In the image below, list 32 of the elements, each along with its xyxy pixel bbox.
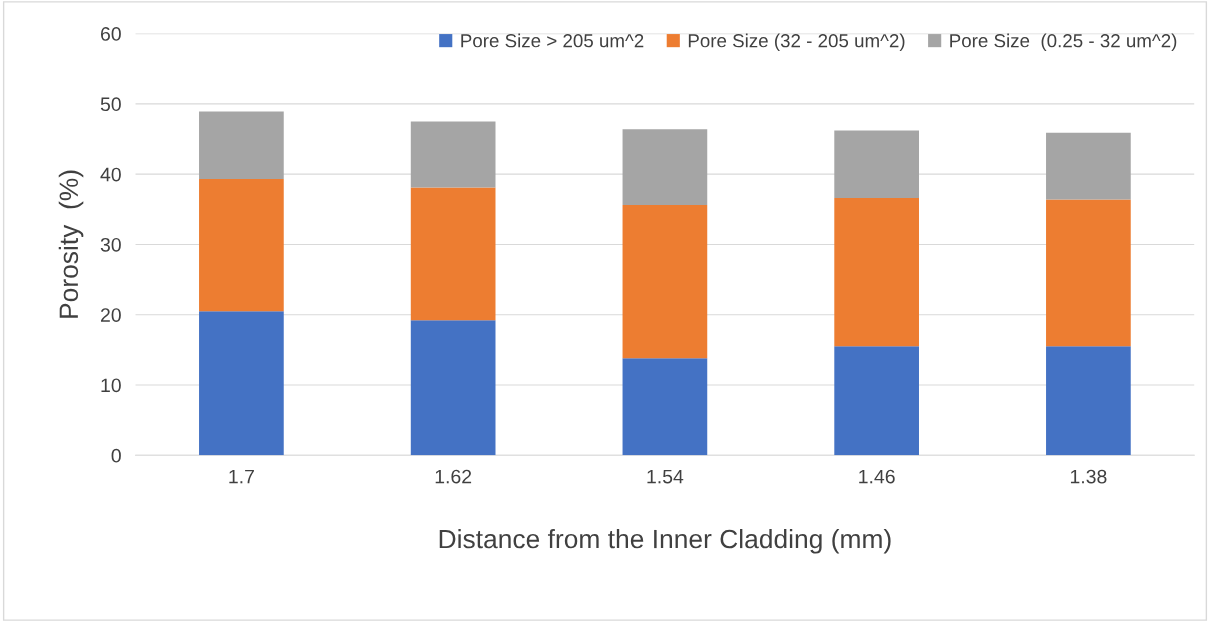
bar bbox=[622, 205, 708, 359]
y-tick-label: 50 bbox=[100, 97, 121, 112]
x-tick-label: 1.62 bbox=[435, 469, 472, 484]
y-tick-label: 0 bbox=[111, 448, 121, 463]
x-tick-label: 1.46 bbox=[859, 469, 895, 484]
y-tick-label: 30 bbox=[100, 237, 121, 252]
bar bbox=[410, 187, 496, 321]
y-tick-label: 60 bbox=[100, 27, 121, 41]
bar bbox=[410, 320, 496, 456]
y-tick-label: 40 bbox=[100, 167, 121, 182]
bar bbox=[410, 121, 496, 188]
bar bbox=[834, 130, 919, 199]
y-axis-title: Porosity (%) bbox=[58, 170, 84, 318]
bar bbox=[1046, 132, 1131, 200]
bar bbox=[199, 179, 284, 312]
y-tick-label: 10 bbox=[101, 378, 121, 393]
y-tick-label: 20 bbox=[100, 308, 121, 322]
bar bbox=[1046, 346, 1131, 456]
legend-label: Pore Size (32 - 205 um^2) bbox=[688, 33, 905, 52]
bar bbox=[199, 311, 284, 456]
x-tick-label: 1.7 bbox=[229, 469, 254, 484]
x-tick-label: 1.38 bbox=[1070, 469, 1107, 484]
bar bbox=[622, 129, 708, 206]
legend-label: Pore Size > 205 um^2 bbox=[461, 33, 644, 48]
bar bbox=[622, 358, 708, 456]
bar bbox=[834, 198, 919, 347]
x-tick-label: 1.54 bbox=[647, 469, 684, 484]
legend-label: Pore Size (0.25 - 32 um^2) bbox=[950, 33, 1177, 52]
x-axis-title: Distance from the Inner Cladding (mm) bbox=[439, 528, 891, 554]
bar bbox=[1046, 199, 1131, 347]
bar bbox=[199, 111, 284, 180]
bar bbox=[834, 346, 919, 456]
